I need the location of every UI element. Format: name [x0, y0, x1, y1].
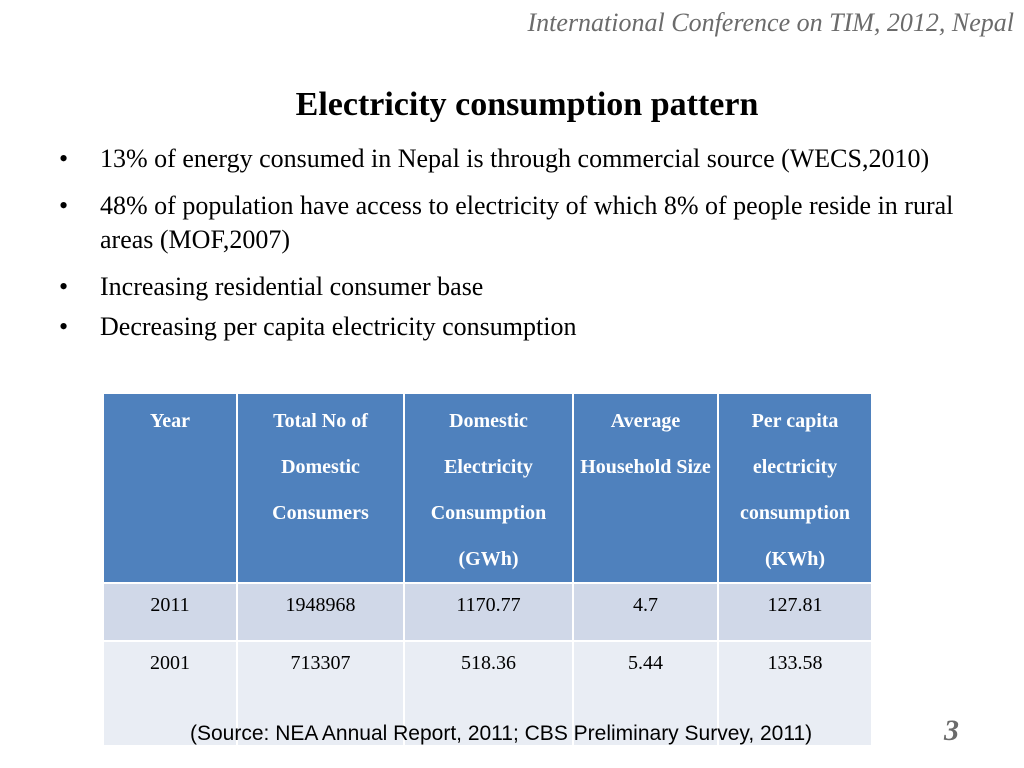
bullet-item: • Increasing residential consumer base: [59, 270, 959, 304]
bullet-marker: •: [59, 144, 69, 173]
conference-header: International Conference on TIM, 2012, N…: [527, 8, 1014, 37]
bullet-list: • 13% of energy consumed in Nepal is thr…: [59, 142, 959, 357]
bullet-item: • 48% of population have access to elect…: [59, 189, 959, 257]
table-cell: 1948968: [236, 582, 405, 642]
table-cell: 2001: [102, 640, 238, 747]
table-cell: 713307: [236, 640, 405, 747]
table-cell: 2011: [102, 582, 238, 642]
slide-title: Electricity consumption pattern: [295, 86, 759, 123]
column-header: Per capita electricity consumption (KWh): [717, 392, 873, 584]
table-row: 2011 1948968 1170.77 4.7 127.81: [102, 582, 873, 642]
column-header: Year: [102, 392, 238, 584]
bullet-text: Decreasing per capita electricity consum…: [100, 312, 577, 341]
column-header: Domestic Electricity Consumption (GWh): [403, 392, 574, 584]
table-cell: 133.58: [717, 640, 873, 747]
bullet-marker: •: [59, 272, 69, 301]
bullet-marker: •: [59, 191, 69, 220]
table-cell: 127.81: [717, 582, 873, 642]
table-cell: 1170.77: [403, 582, 574, 642]
bullet-item: • Decreasing per capita electricity cons…: [59, 310, 959, 344]
table-row: 2001 713307 518.36 5.44 133.58: [102, 640, 873, 747]
table-cell: 518.36: [403, 640, 574, 747]
bullet-marker: •: [59, 312, 69, 341]
bullet-text: 13% of energy consumed in Nepal is throu…: [100, 144, 930, 173]
column-header: Total No of Domestic Consumers: [236, 392, 405, 584]
source-citation: (Source: NEA Annual Report, 2011; CBS Pr…: [190, 722, 813, 745]
bullet-text: Increasing residential consumer base: [100, 272, 484, 301]
consumption-table: Year Total No of Domestic Consumers Dome…: [102, 392, 873, 747]
table-header-row: Year Total No of Domestic Consumers Dome…: [102, 392, 873, 584]
bullet-item: • 13% of energy consumed in Nepal is thr…: [59, 142, 959, 176]
column-header: Average Household Size: [572, 392, 719, 584]
table-cell: 4.7: [572, 582, 719, 642]
table-cell: 5.44: [572, 640, 719, 747]
bullet-text: 48% of population have access to electri…: [100, 191, 954, 254]
page-number: 3: [944, 714, 959, 747]
